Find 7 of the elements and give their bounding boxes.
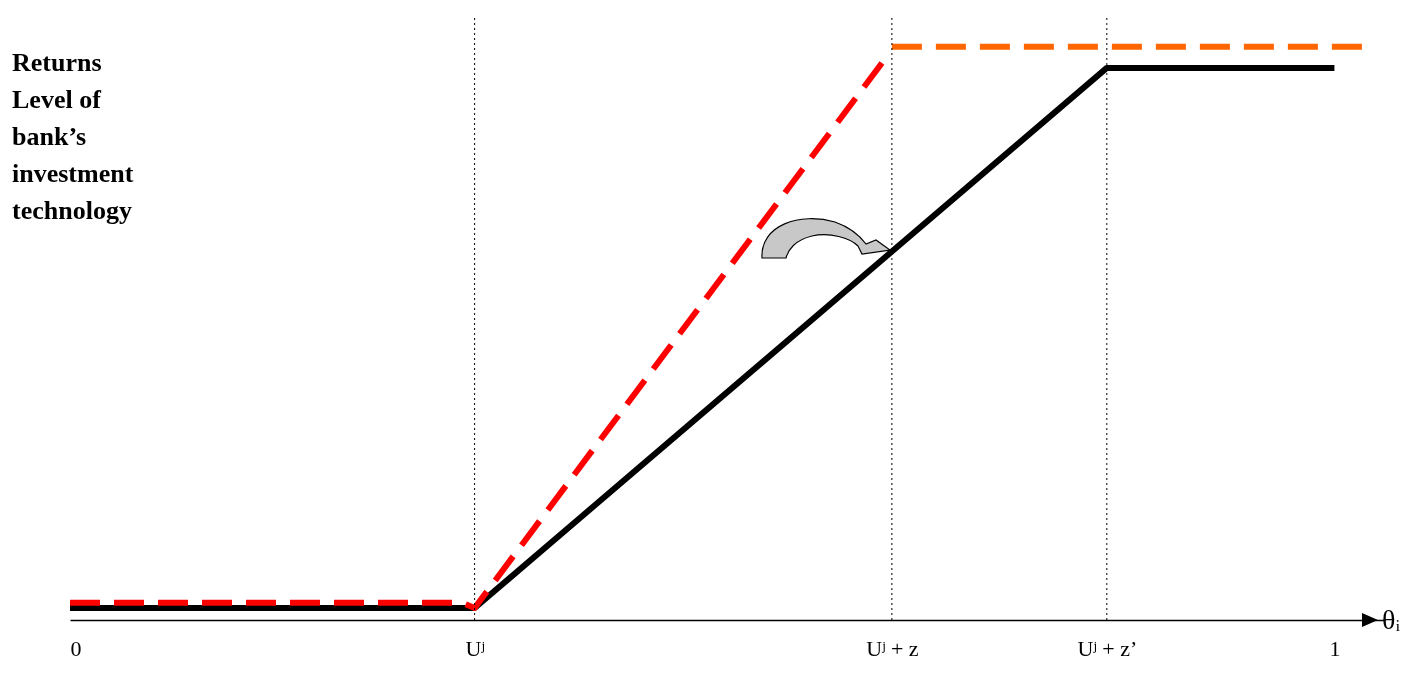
x-tick-label: Uʲ + z’	[1077, 635, 1138, 661]
y-axis-title: Returns Level of bank’s investment technology	[12, 47, 135, 227]
x-tick-label: Uʲ + z	[866, 635, 919, 661]
x-axis-title: θᵢ	[1382, 604, 1400, 636]
x-tick-label: 0	[70, 635, 82, 661]
x-tick-label: 1	[1329, 635, 1341, 661]
x-tick-label: Uʲ	[465, 635, 485, 661]
